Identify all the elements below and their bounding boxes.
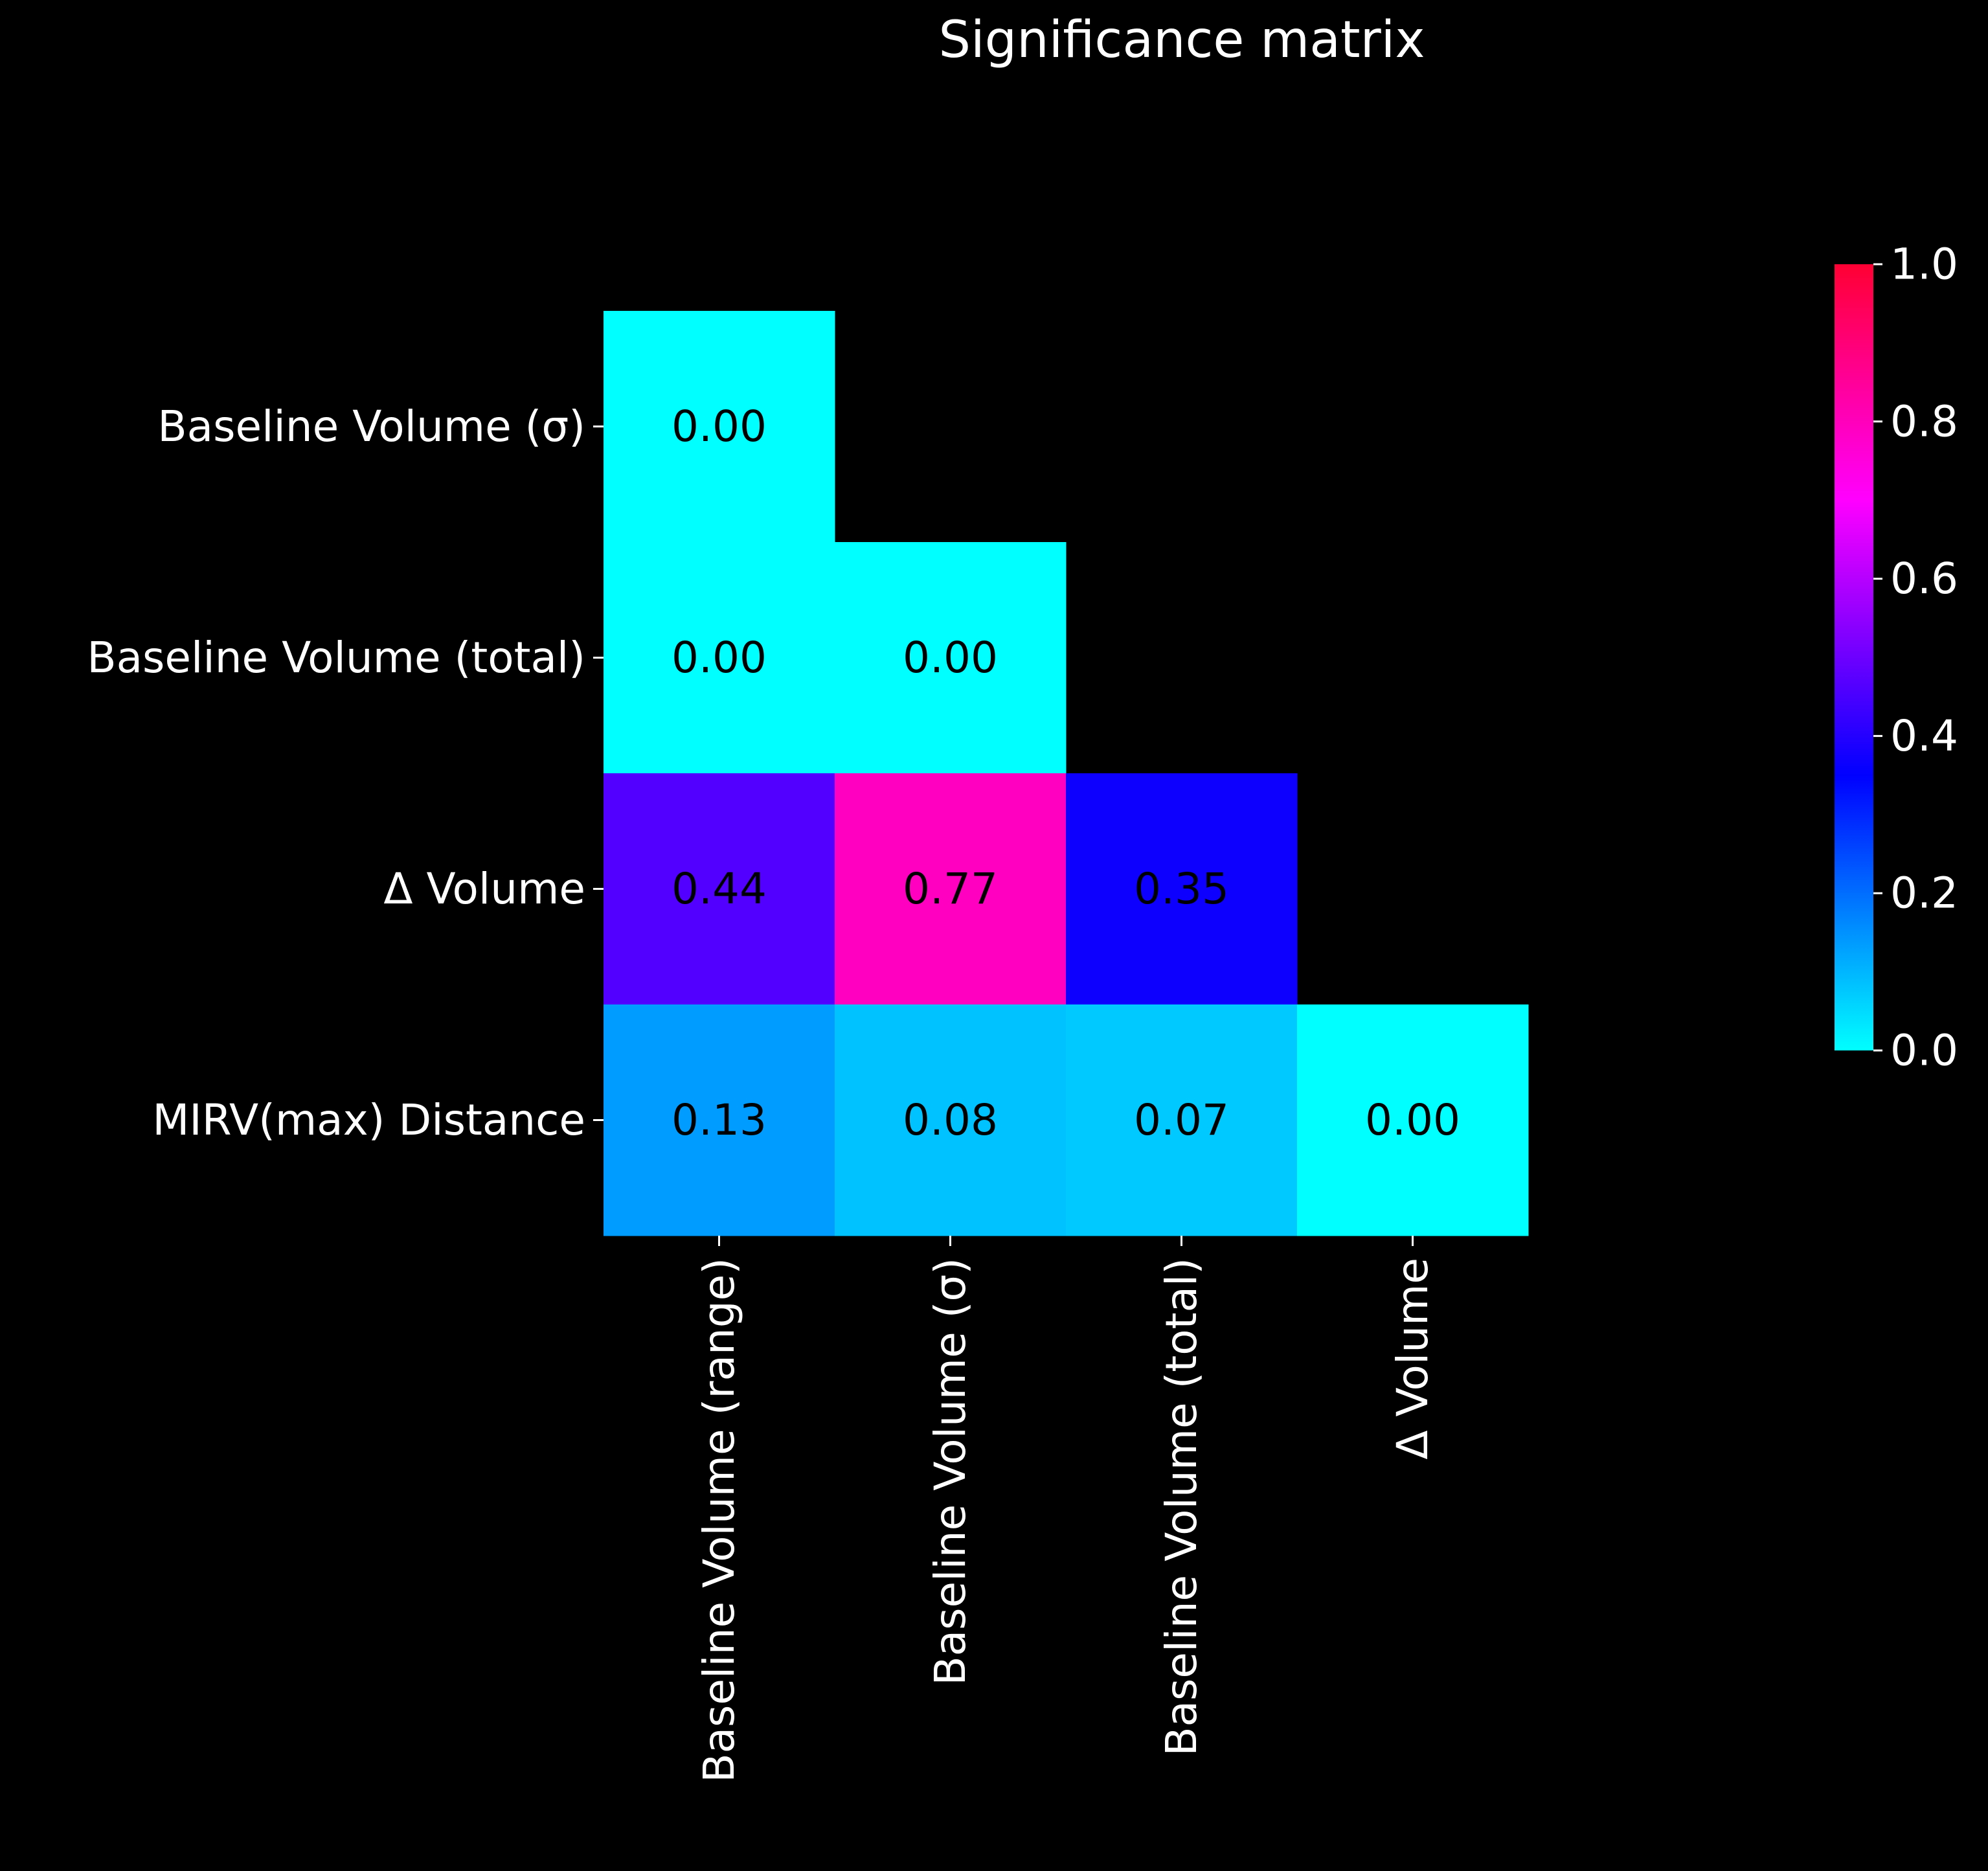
colorbar-tick-label: 0.0 [1890, 1026, 1958, 1076]
heatmap-cell [604, 311, 835, 543]
heatmap-cell [1066, 1004, 1298, 1236]
colorbar: 0.0 0.2 0.4 0.6 0.8 1.0 [1835, 240, 1958, 1076]
colorbar-tick-label: 1.0 [1890, 240, 1958, 289]
y-tick-label: Δ Volume [383, 864, 585, 914]
chart-title: Significance matrix [939, 11, 1425, 69]
colorbar-tick-label: 0.4 [1890, 711, 1958, 761]
colorbar-ticks: 0.0 0.2 0.4 0.6 0.8 1.0 [1873, 240, 1958, 1076]
heatmap-cell [835, 1004, 1067, 1236]
cell-value-label: 0.13 [672, 1095, 767, 1145]
cell-value-label: 0.07 [1134, 1095, 1229, 1145]
cell-value-label: 0.77 [903, 864, 998, 914]
heatmap-cell [604, 542, 835, 774]
heatmap-cell [1066, 773, 1298, 1005]
y-tick-label: MIRV(max) Distance [152, 1095, 585, 1145]
cell-value-label: 0.35 [1134, 864, 1229, 914]
heatmap-cell [604, 1004, 835, 1236]
x-tick-label: Δ Volume [1388, 1258, 1438, 1460]
heatmap-cell [1297, 1004, 1529, 1236]
y-tick-label: Baseline Volume (σ) [157, 402, 585, 451]
cell-value-label: 0.00 [1365, 1095, 1460, 1145]
heatmap-cell [604, 773, 835, 1005]
colorbar-tick-label: 0.6 [1890, 554, 1958, 604]
x-axis: Baseline Volume (range) Baseline Volume (… [694, 1236, 1438, 1783]
cell-value-label: 0.08 [903, 1095, 998, 1145]
y-axis: Baseline Volume (σ) Baseline Volume (tota… [87, 402, 604, 1145]
colorbar-tick-label: 0.8 [1890, 396, 1958, 446]
cell-value-label: 0.00 [672, 633, 767, 683]
colorbar-gradient [1835, 264, 1873, 1050]
heatmap-cells: 0.00 0.00 0.00 0.44 0.77 0.35 0.13 0.08 0.07 0.00 [604, 311, 1529, 1236]
y-tick-label: Baseline Volume (total) [87, 633, 585, 683]
x-tick-label: Baseline Volume (σ) [925, 1258, 975, 1686]
cell-value-label: 0.44 [672, 864, 767, 914]
x-tick-label: Baseline Volume (total) [1157, 1258, 1206, 1756]
cell-value-label: 0.00 [672, 402, 767, 451]
heatmap-cell [835, 773, 1067, 1005]
colorbar-tick-label: 0.2 [1890, 868, 1958, 918]
x-tick-label: Baseline Volume (range) [694, 1258, 744, 1783]
cell-value-label: 0.00 [903, 633, 998, 683]
heatmap-cell [835, 542, 1067, 774]
